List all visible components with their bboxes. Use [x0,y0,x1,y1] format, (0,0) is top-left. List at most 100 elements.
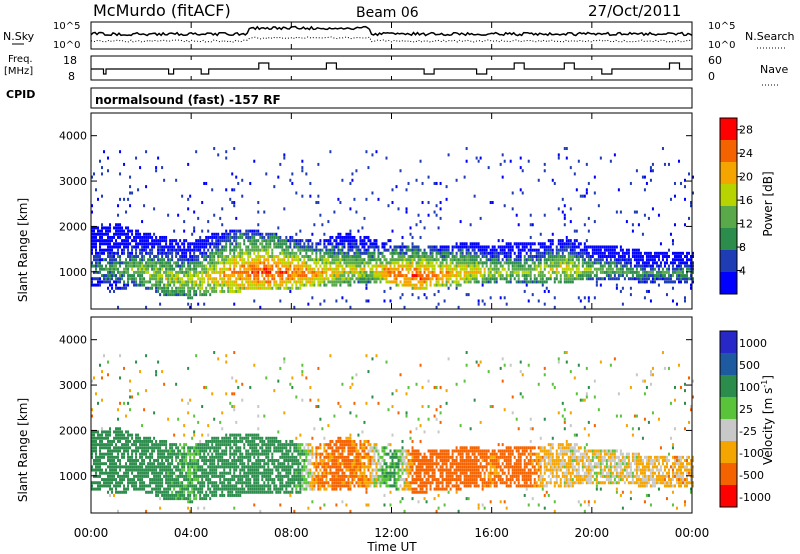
range-cell [587,277,590,281]
range-cell [125,414,128,418]
range-cell [295,267,298,271]
range-cell [205,264,208,268]
range-cell [341,274,344,278]
range-cell [269,245,272,249]
range-cell [603,264,606,268]
range-cell [291,258,294,262]
range-cell [265,280,268,284]
range-cell [205,239,208,243]
range-cell [159,484,162,488]
range-cell [335,255,338,259]
range-cell [295,258,298,262]
range-cell [665,261,668,265]
range-cell [423,251,426,255]
range-cell [159,497,162,501]
range-cell [97,258,100,262]
range-cell [241,270,244,274]
range-cell [451,248,454,252]
range-cell [123,465,126,469]
range-cell [303,270,306,274]
range-cell [605,270,608,274]
range-cell [351,274,354,278]
range-cell [273,274,276,278]
range-cell [605,258,608,262]
range-cell [575,277,578,281]
range-cell [125,439,128,443]
range-cell [523,289,526,293]
range-cell [221,493,224,497]
range-cell [587,181,590,185]
range-cell [133,478,136,482]
range-cell [603,251,606,255]
range-cell [375,258,378,262]
range-cell [663,261,666,265]
range-cell [141,462,144,466]
range-cell [621,267,624,271]
range-cell [109,455,112,459]
range-cell [465,293,468,297]
range-cell [185,462,188,466]
range-cell [601,264,604,268]
range-cell [501,277,504,281]
range-cell [363,235,366,239]
range-cell [525,280,528,284]
range-cell [657,283,660,287]
range-cell [111,449,114,453]
range-cell [155,267,158,271]
range-cell [465,248,468,252]
range-cell [477,302,480,306]
range-cell [187,471,190,475]
range-cell [337,261,340,265]
range-cell [533,255,536,259]
range-cell [345,299,348,303]
range-cell [393,258,396,262]
range-cell [305,248,308,252]
range-cell [435,258,438,262]
range-cell [347,239,350,243]
range-cell [479,270,482,274]
range-cell [413,267,416,271]
range-cell [319,239,322,243]
range-cell [193,487,196,491]
range-cell [315,255,318,259]
range-cell [473,194,476,198]
range-cell [529,270,532,274]
range-cell [489,264,492,268]
range-cell [197,481,200,485]
range-cell [149,232,152,236]
range-cell [563,261,566,265]
range-cell [445,267,448,271]
range-cell [189,474,192,478]
range-cell [457,280,460,284]
range-cell [147,455,150,459]
range-cell [359,267,362,271]
range-cell [487,280,490,284]
range-cell [225,449,228,453]
range-cell [179,497,182,501]
range-cell [363,216,366,220]
range-cell [287,286,290,290]
range-cell [621,248,624,252]
range-cell [461,251,464,255]
range-cell [119,261,122,265]
range-cell [133,245,136,249]
range-cell [221,289,224,293]
range-cell [163,474,166,478]
range-cell [577,245,580,249]
range-cell [133,481,136,485]
power-colorbar-tick-label: 8 [739,241,746,254]
range-cell [189,293,192,297]
range-cell [117,248,120,252]
range-cell [527,248,530,252]
range-cell [125,239,128,243]
range-cell [155,373,158,377]
range-cell [125,465,128,469]
range-cell [245,245,248,249]
range-cell [359,242,362,246]
range-cell [645,255,648,259]
range-cell [131,468,134,472]
range-cell [637,270,640,274]
range-cell [175,274,178,278]
range-cell [305,264,308,268]
range-cell [181,258,184,262]
